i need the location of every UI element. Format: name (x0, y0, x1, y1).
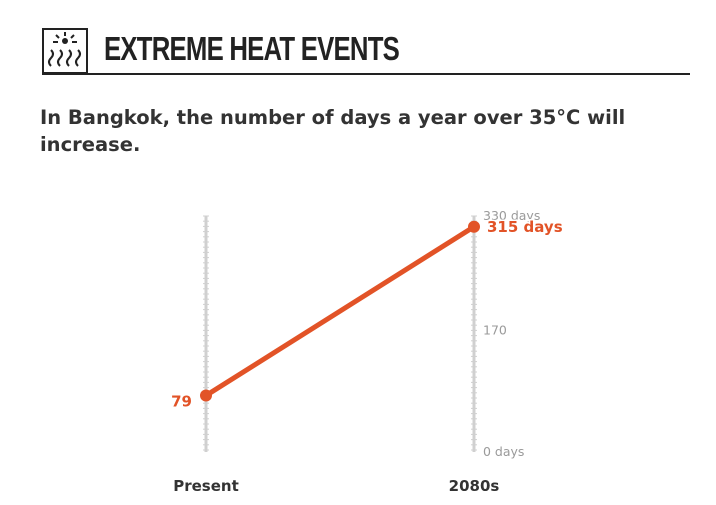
series-line (203, 224, 477, 399)
data-point (468, 220, 480, 233)
category-label: Present (173, 477, 239, 495)
y-tick-label: 170 (483, 322, 507, 337)
category-labels: Present 2080s (173, 477, 499, 495)
data-point (200, 389, 212, 402)
section-title: EXTREME HEAT EVENTS (104, 30, 400, 67)
data-label-present: 79 (171, 393, 192, 411)
y-tick-label: 330 days (483, 208, 540, 223)
present-axis (203, 215, 209, 452)
section-header: EXTREME HEAT EVENTS (42, 24, 692, 76)
heat-waves-icon (42, 28, 88, 74)
slope-chart: 330 days 170 0 days 79 315 days Present 2080… (171, 208, 564, 495)
chart-subtitle: In Bangkok, the number of days a year ov… (40, 106, 626, 156)
header-divider (42, 73, 690, 75)
category-label: 2080s (449, 477, 500, 495)
y-tick-label: 0 days (483, 444, 524, 459)
future-axis (471, 215, 477, 452)
series-layer: 79 315 days (171, 217, 564, 411)
data-label-future: 315 days (487, 218, 563, 236)
y-tick-labels: 330 days 170 0 days (483, 208, 540, 459)
